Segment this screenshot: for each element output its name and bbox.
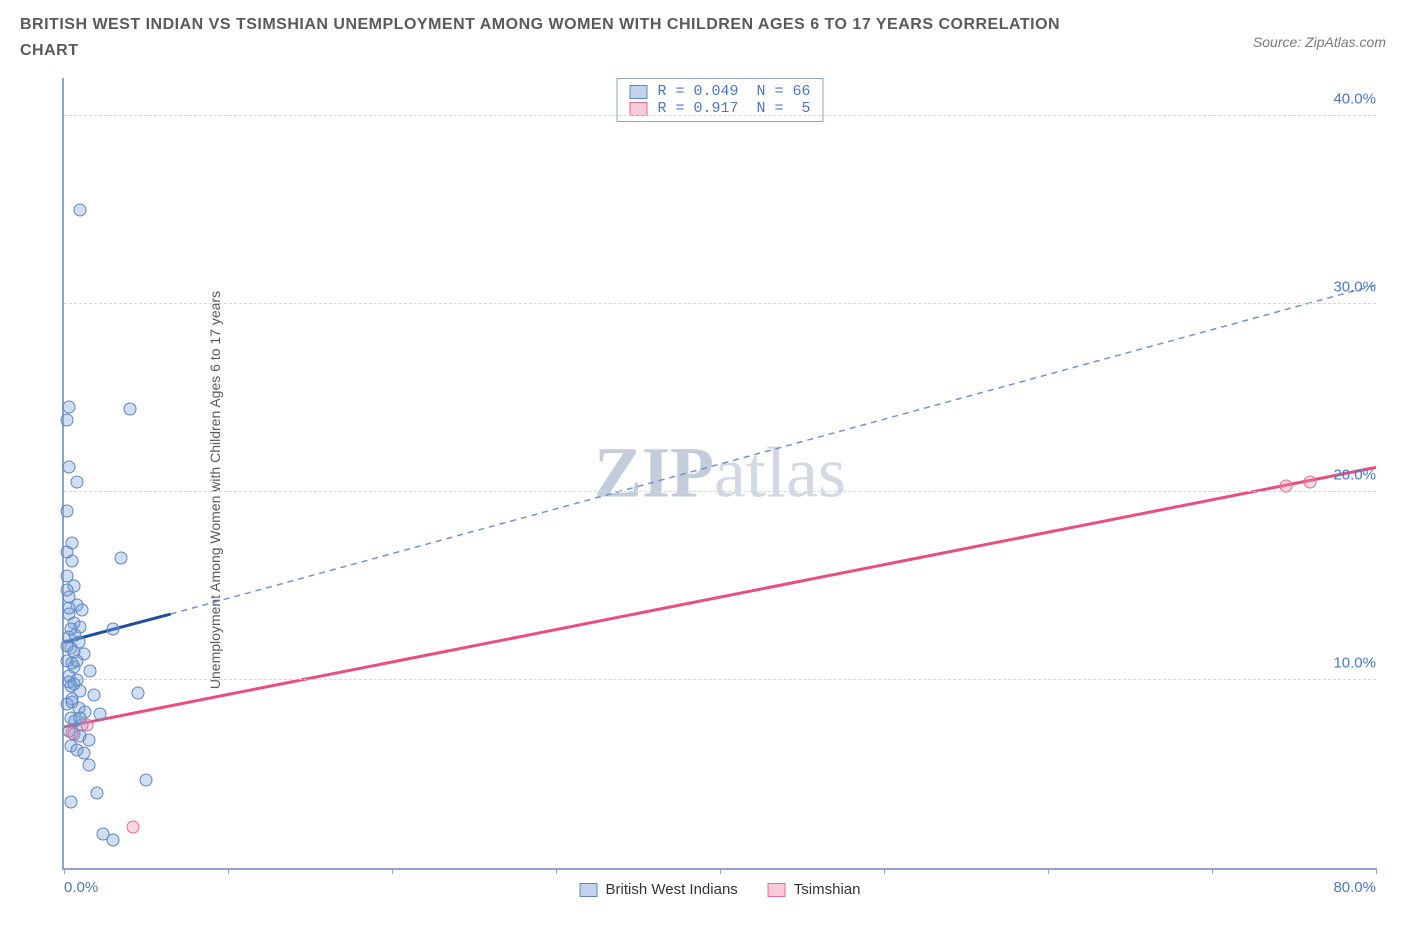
data-point (61, 504, 74, 517)
data-point (62, 461, 75, 474)
data-point (123, 403, 136, 416)
gridline (64, 303, 1376, 304)
data-point (1279, 480, 1292, 493)
x-tick-label: 0.0% (64, 879, 98, 896)
x-tick (556, 868, 557, 874)
data-point (90, 786, 103, 799)
data-point (94, 707, 107, 720)
chart-source: Source: ZipAtlas.com (1253, 34, 1386, 50)
data-point (71, 476, 84, 489)
y-tick-label: 40.0% (1333, 90, 1378, 107)
plot-area: ZIPatlas R = 0.049 N = 66R = 0.917 N = 5… (62, 78, 1376, 870)
stats-text: R = 0.049 N = 66 (657, 83, 810, 100)
data-point (64, 796, 77, 809)
gridline (64, 679, 1376, 680)
x-tick (1212, 868, 1213, 874)
data-point (74, 203, 87, 216)
legend-swatch (768, 883, 786, 897)
legend-item: British West Indians (580, 881, 738, 898)
x-tick (884, 868, 885, 874)
watermark-bold: ZIP (594, 433, 714, 513)
data-point (115, 551, 128, 564)
legend-swatch (580, 883, 598, 897)
stats-row: R = 0.049 N = 66 (629, 83, 810, 100)
data-point (61, 583, 74, 596)
trend-lines (64, 78, 1376, 868)
legend: British West Indians Tsimshian (580, 881, 861, 898)
y-tick-label: 10.0% (1333, 654, 1378, 671)
watermark-light: atlas (714, 433, 846, 513)
stats-swatch (629, 85, 647, 99)
x-tick (228, 868, 229, 874)
data-point (140, 773, 153, 786)
data-point (61, 414, 74, 427)
x-tick (64, 868, 65, 874)
data-point (71, 655, 84, 668)
data-point (64, 623, 77, 636)
data-point (66, 726, 79, 739)
legend-item: Tsimshian (768, 881, 861, 898)
x-tick (1048, 868, 1049, 874)
data-point (82, 758, 95, 771)
data-point (87, 688, 100, 701)
data-point (62, 401, 75, 414)
chart-title: BRITISH WEST INDIAN VS TSIMSHIAN UNEMPLO… (20, 12, 1120, 63)
data-point (107, 623, 120, 636)
y-tick-label: 20.0% (1333, 466, 1378, 483)
data-point (67, 677, 80, 690)
legend-label: British West Indians (606, 881, 738, 898)
gridline (64, 115, 1376, 116)
data-point (1304, 476, 1317, 489)
x-tick-label: 80.0% (1333, 879, 1376, 896)
chart-area: Unemployment Among Women with Children A… (20, 70, 1386, 910)
legend-label: Tsimshian (794, 881, 861, 898)
data-point (76, 604, 89, 617)
data-point (62, 602, 75, 615)
data-point (126, 820, 139, 833)
watermark: ZIPatlas (594, 432, 846, 515)
stats-swatch (629, 102, 647, 116)
data-point (80, 719, 93, 732)
data-point (107, 833, 120, 846)
data-point (84, 664, 97, 677)
chart-header: BRITISH WEST INDIAN VS TSIMSHIAN UNEMPLO… (0, 0, 1406, 67)
y-tick-label: 30.0% (1333, 278, 1378, 295)
gridline (64, 491, 1376, 492)
data-point (82, 734, 95, 747)
data-point (66, 696, 79, 709)
data-point (66, 536, 79, 549)
x-tick (392, 868, 393, 874)
x-tick (720, 868, 721, 874)
data-point (131, 687, 144, 700)
x-tick (1376, 868, 1377, 874)
